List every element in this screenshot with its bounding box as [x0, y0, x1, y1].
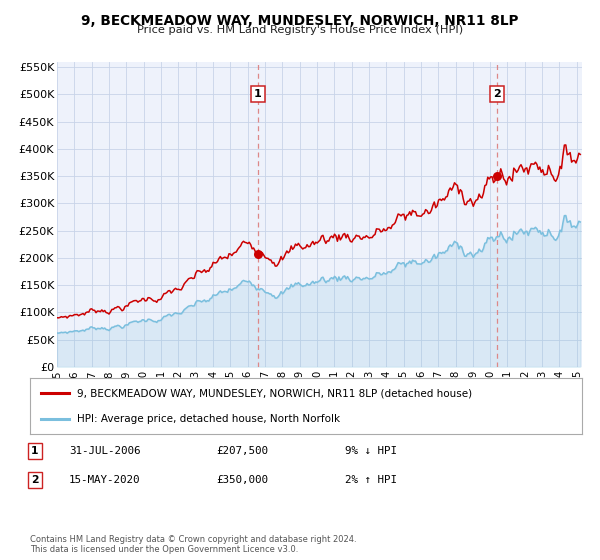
Text: 15-MAY-2020: 15-MAY-2020: [69, 475, 140, 485]
Text: Contains HM Land Registry data © Crown copyright and database right 2024.
This d: Contains HM Land Registry data © Crown c…: [30, 535, 356, 554]
Text: 9, BECKMEADOW WAY, MUNDESLEY, NORWICH, NR11 8LP: 9, BECKMEADOW WAY, MUNDESLEY, NORWICH, N…: [82, 14, 518, 28]
Text: HPI: Average price, detached house, North Norfolk: HPI: Average price, detached house, Nort…: [77, 414, 340, 424]
Text: 2% ↑ HPI: 2% ↑ HPI: [345, 475, 397, 485]
Text: 31-JUL-2006: 31-JUL-2006: [69, 446, 140, 456]
Text: 9, BECKMEADOW WAY, MUNDESLEY, NORWICH, NR11 8LP (detached house): 9, BECKMEADOW WAY, MUNDESLEY, NORWICH, N…: [77, 388, 472, 398]
Text: 2: 2: [493, 89, 500, 99]
Text: £350,000: £350,000: [216, 475, 268, 485]
Text: 9% ↓ HPI: 9% ↓ HPI: [345, 446, 397, 456]
Text: 2: 2: [31, 475, 38, 485]
Text: 1: 1: [31, 446, 38, 456]
Text: 1: 1: [254, 89, 262, 99]
Text: £207,500: £207,500: [216, 446, 268, 456]
Text: Price paid vs. HM Land Registry's House Price Index (HPI): Price paid vs. HM Land Registry's House …: [137, 25, 463, 35]
